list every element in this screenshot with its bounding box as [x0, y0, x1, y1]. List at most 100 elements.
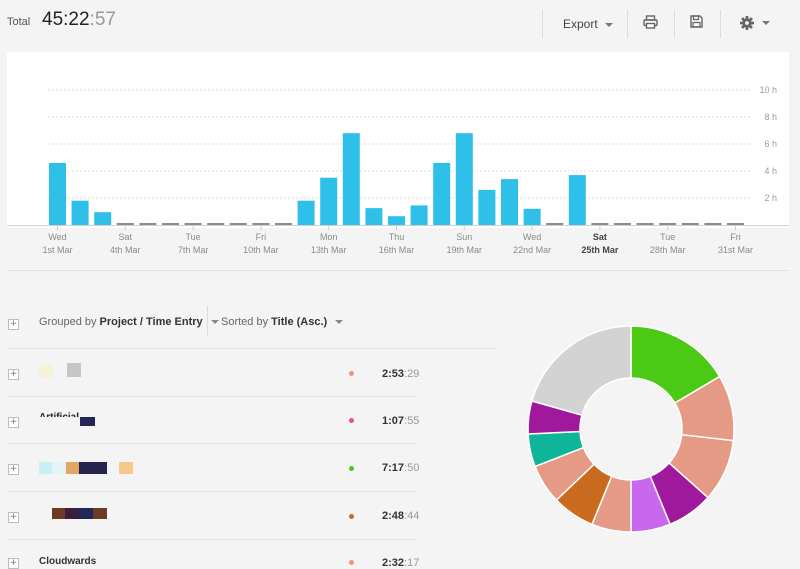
bar[interactable] — [49, 162, 66, 225]
row-divider — [7, 539, 415, 540]
redacted-title-block — [52, 462, 66, 474]
row-duration-sec: :55 — [404, 415, 420, 427]
chevron-down-icon — [210, 320, 219, 325]
sort-by-prefix: Sorted by — [221, 316, 269, 328]
bar[interactable] — [388, 216, 405, 225]
bar-zero[interactable] — [704, 223, 722, 225]
x-tick-day: Mon — [320, 232, 338, 242]
bar-zero[interactable] — [207, 223, 225, 225]
x-tick-day: Tue — [660, 232, 675, 242]
bar[interactable] — [523, 208, 541, 225]
x-tick-day: Sat — [119, 232, 133, 242]
x-tick-day: Sat — [593, 232, 607, 242]
export-button[interactable]: Export — [563, 17, 613, 31]
expand-row-icon[interactable]: + — [8, 417, 19, 428]
row-duration: 2:32:17 — [382, 557, 419, 569]
bar-zero[interactable] — [546, 223, 564, 225]
x-tick-date: 10th Mar — [243, 245, 279, 255]
x-tick-date: 31st Mar — [718, 245, 753, 255]
row-duration-hm: 1:07 — [382, 415, 405, 427]
x-tick-date: 16th Mar — [379, 245, 415, 255]
x-tick-date: 22nd Mar — [513, 245, 551, 255]
total-label: Total — [7, 16, 31, 28]
project-color-dot — [349, 514, 354, 519]
bar-zero[interactable] — [275, 223, 292, 225]
total-hours-minutes: 45:22 — [42, 9, 90, 30]
project-color-dot — [349, 371, 354, 376]
chevron-down-icon — [604, 22, 613, 27]
row-duration-sec: :29 — [404, 368, 420, 380]
project-color-dot — [349, 466, 354, 471]
x-tick-day: Wed — [48, 232, 66, 242]
print-icon — [643, 15, 658, 29]
bar-zero[interactable] — [659, 223, 677, 225]
bar[interactable] — [320, 177, 338, 225]
bar-zero[interactable] — [229, 223, 247, 225]
x-tick-date: 7th Mar — [178, 245, 209, 255]
row-divider — [7, 491, 415, 492]
row-duration-hm: 2:48 — [382, 510, 405, 522]
bar[interactable] — [297, 200, 315, 225]
bar[interactable] — [94, 212, 112, 225]
bar[interactable] — [433, 162, 451, 225]
bar-zero[interactable] — [184, 223, 202, 225]
total-seconds: :57 — [89, 9, 116, 30]
redacted-title-block — [93, 508, 107, 519]
bar-zero[interactable] — [681, 223, 699, 225]
expand-row-icon[interactable]: + — [8, 558, 19, 569]
bar[interactable] — [478, 189, 496, 225]
row-duration-sec: :50 — [404, 462, 420, 474]
y-tick-label: 10 h — [759, 85, 777, 95]
bar[interactable] — [410, 205, 428, 225]
bar-zero[interactable] — [591, 223, 609, 225]
save-button[interactable] — [690, 15, 703, 33]
y-tick-label: 8 h — [764, 112, 777, 122]
expand-row-icon[interactable]: + — [8, 369, 19, 380]
group-by-dropdown[interactable]: Grouped by Project / Time Entry — [39, 316, 219, 328]
x-tick-date: 4th Mar — [110, 245, 141, 255]
group-by-value: Project / Time Entry — [99, 316, 203, 328]
section-divider — [7, 270, 789, 271]
bar-zero[interactable] — [636, 223, 654, 225]
y-tick-label: 4 h — [764, 166, 777, 176]
expand-row-icon[interactable]: + — [8, 464, 19, 475]
export-label: Export — [563, 17, 598, 31]
expand-all-icon[interactable]: + — [8, 319, 19, 330]
x-tick-day: Fri — [730, 232, 741, 242]
redacted-title-block — [52, 508, 65, 519]
bar[interactable] — [365, 208, 383, 225]
bar-zero[interactable] — [252, 223, 270, 225]
x-tick-date: 13th Mar — [311, 245, 347, 255]
bar[interactable] — [71, 200, 89, 225]
bar-zero[interactable] — [614, 223, 631, 225]
redacted-title-block — [78, 508, 93, 519]
redacted-title-block — [119, 462, 133, 474]
bar[interactable] — [342, 133, 360, 225]
bar[interactable] — [501, 179, 518, 225]
bar-zero[interactable] — [162, 223, 179, 225]
settings-button[interactable] — [740, 16, 771, 35]
row-duration: 1:07:55 — [382, 415, 419, 427]
y-tick-label: 2 h — [764, 193, 777, 203]
chevron-down-icon — [762, 21, 771, 25]
row-duration: 7:17:50 — [382, 462, 419, 474]
chevron-down-icon — [335, 320, 344, 325]
toolbar-divider — [674, 10, 675, 38]
redacted-title-block — [66, 462, 79, 474]
bar-zero[interactable] — [116, 223, 134, 225]
bar[interactable] — [455, 133, 473, 225]
redacted-title-block — [65, 508, 78, 519]
x-tick-date: 25th Mar — [581, 245, 619, 255]
sort-by-dropdown[interactable]: Sorted by Title (Asc.) — [221, 316, 344, 328]
bar[interactable] — [568, 175, 586, 225]
bar-zero[interactable] — [727, 223, 744, 225]
row-duration-hm: 2:32 — [382, 557, 405, 569]
bar-zero[interactable] — [139, 223, 157, 225]
expand-row-icon[interactable]: + — [8, 512, 19, 523]
x-tick-date: 28th Mar — [650, 245, 686, 255]
list-header-divider — [7, 348, 497, 349]
top-bar: Total 45:22:57 Export — [0, 0, 800, 44]
donut-slice[interactable] — [530, 325, 632, 417]
print-button[interactable] — [643, 15, 658, 34]
row-divider — [7, 396, 415, 397]
